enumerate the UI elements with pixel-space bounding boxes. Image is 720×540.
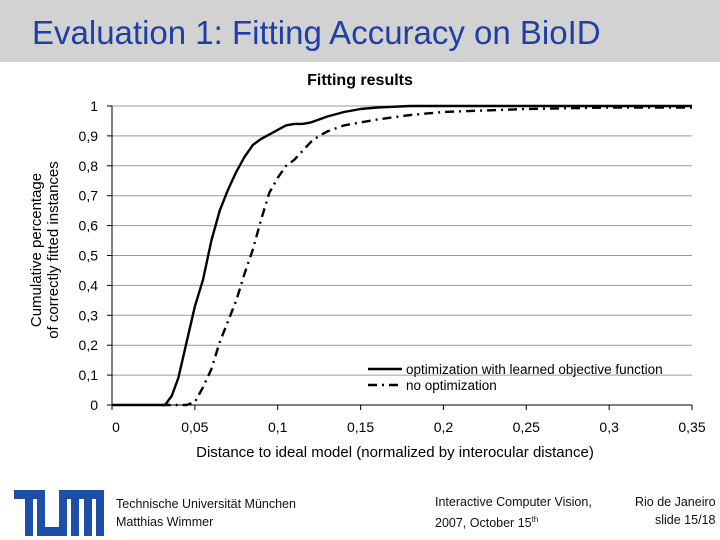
- logo-block: [37, 527, 67, 536]
- y-tick-label: 0,3: [79, 307, 99, 323]
- x-tick-label: 0,05: [181, 419, 208, 435]
- logo-block: [25, 490, 33, 536]
- y-tick-label: 0,5: [79, 248, 99, 264]
- legend-label-2: no optimization: [406, 378, 497, 393]
- x-tick-label: 0,3: [599, 419, 619, 435]
- y-tick-label: 0,2: [79, 337, 99, 353]
- y-tick-label: 0,4: [79, 277, 99, 293]
- y-tick-label: 0,6: [79, 218, 99, 234]
- series-line-2: [161, 106, 692, 407]
- logo-block: [59, 490, 67, 536]
- logo-block: [63, 490, 104, 499]
- series-line-1: [112, 104, 692, 407]
- y-tick-label: 0,9: [79, 128, 99, 144]
- y-axis-label-line1: Cumulative percentage: [28, 172, 45, 328]
- slide-number: slide 15/18: [655, 513, 716, 527]
- footer: Technische Universität München Matthias …: [0, 475, 720, 540]
- x-tick-label: 0: [112, 419, 120, 435]
- date-text: 2007, October 15: [435, 516, 532, 531]
- y-tick-label: 0,8: [79, 158, 99, 174]
- tum-logo-icon: [14, 490, 104, 536]
- logo-block: [84, 490, 92, 536]
- chart-title: Fitting results: [307, 72, 413, 89]
- y-tick-label: 0,1: [79, 367, 99, 383]
- location: Rio de Janeiro: [635, 495, 716, 509]
- y-axis-label: Cumulative percentage of correctly fitte…: [20, 150, 70, 350]
- x-tick-label: 0,1: [268, 419, 288, 435]
- legend-label-1: optimization with learned objective func…: [406, 362, 663, 377]
- x-tick-label: 0,15: [347, 419, 374, 435]
- slide-title: Evaluation 1: Fitting Accuracy on BioID: [32, 14, 601, 51]
- x-tick-label: 0,25: [513, 419, 540, 435]
- y-tick-label: 1: [90, 98, 98, 114]
- logo-block: [37, 490, 45, 536]
- x-tick-label: 0,35: [678, 419, 705, 435]
- x-axis-label: Distance to ideal model (normalized by i…: [196, 444, 594, 461]
- title-bar: Evaluation 1: Fitting Accuracy on BioID: [0, 0, 720, 62]
- y-tick-label: 0,7: [79, 188, 99, 204]
- author-name: Matthias Wimmer: [116, 515, 214, 529]
- institution-name: Technische Universität München: [116, 497, 296, 511]
- event-name: Interactive Computer Vision,: [435, 495, 592, 509]
- y-tick-label: 0: [90, 397, 98, 413]
- logo-block: [71, 490, 79, 536]
- date-suffix: th: [531, 515, 539, 524]
- y-axis-label-line2: of correctly fitted instances: [45, 161, 62, 339]
- event-date: 2007, October 15th: [435, 511, 592, 532]
- fitting-results-chart: 0 0,1 0,2 0,3 0,4 0,5 0,6 0,7 0,8 0,9 1 0 0,05 0,1 0,1…: [79, 98, 706, 435]
- x-tick-label: 0,2: [434, 419, 454, 435]
- logo-block: [96, 490, 104, 536]
